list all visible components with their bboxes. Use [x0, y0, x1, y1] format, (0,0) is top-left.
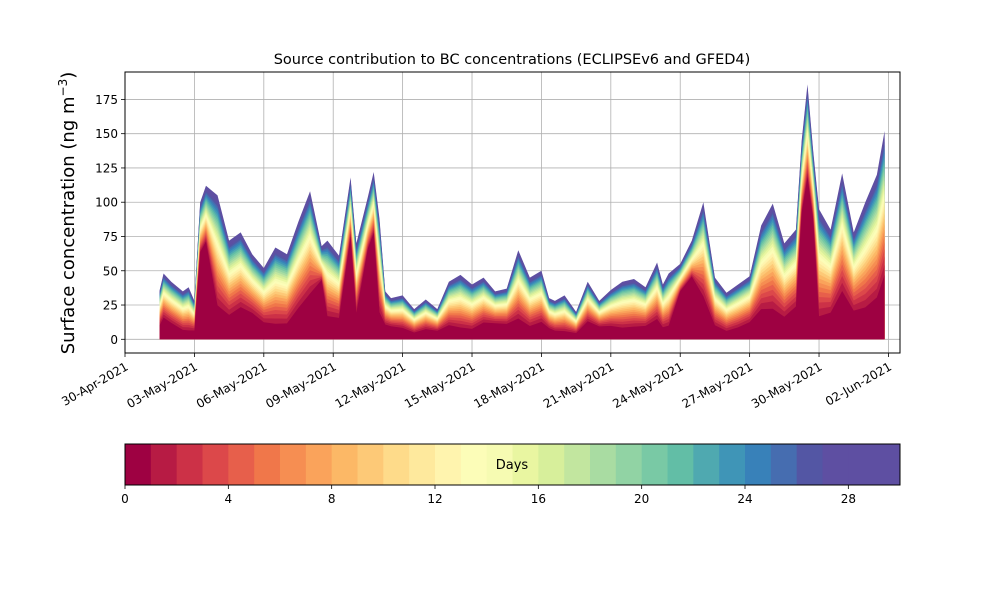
y-tick-label: 125	[95, 161, 118, 175]
colorbar-cell-11	[409, 444, 436, 485]
x-tick-label: 15-May-2021	[402, 359, 477, 411]
colorbar: Days 0 4 8 12 16 20 24 28	[121, 443, 901, 506]
x-tick-label: 02-Jun-2021	[823, 359, 894, 408]
x-tick-label: 21-May-2021	[541, 359, 616, 411]
x-tick-label: 30-Apr-2021	[59, 359, 130, 408]
colorbar-cell-7	[305, 444, 333, 485]
y-tick-label: 100	[95, 196, 118, 210]
x-tick-label: 03-May-2021	[124, 359, 199, 411]
age-band-0	[159, 176, 885, 340]
stacked-areas	[159, 84, 885, 340]
colorbar-cell-6	[280, 444, 307, 485]
colorbar-cell-12	[435, 444, 462, 485]
y-tick-label: 25	[103, 299, 118, 313]
colorbar-cell-10	[383, 444, 410, 485]
chart-title: Source contribution to BC concentrations…	[274, 52, 751, 68]
colorbar-cell-29	[874, 444, 901, 485]
colorbar-cell-14	[486, 444, 513, 485]
colorbar-cell-16	[538, 444, 565, 485]
colorbar-tick-label: 28	[841, 492, 856, 506]
colorbar-tick-label: 4	[225, 492, 233, 506]
colorbar-cell-8	[331, 444, 358, 485]
colorbar-cell-3	[202, 444, 229, 485]
y-tick-label: 150	[95, 127, 118, 141]
colorbar-cell-26	[796, 444, 823, 485]
colorbar-tick-label: 20	[634, 492, 649, 506]
x-tick-label: 09-May-2021	[263, 359, 338, 411]
colorbar-cell-13	[460, 444, 488, 485]
colorbar-cells	[125, 444, 901, 485]
y-axis: 0 25 50 75 100 125 150 175	[95, 93, 125, 347]
x-tick-label: 12-May-2021	[333, 359, 408, 411]
colorbar-cell-20	[641, 444, 668, 485]
colorbar-cell-19	[615, 444, 643, 485]
colorbar-cell-18	[590, 444, 617, 485]
colorbar-label: Days	[496, 458, 529, 473]
colorbar-cell-2	[176, 444, 203, 485]
colorbar-tick-label: 16	[531, 492, 546, 506]
colorbar-cell-27	[822, 444, 849, 485]
y-tick-label: 50	[103, 264, 118, 278]
colorbar-cell-23	[719, 444, 746, 485]
colorbar-frame	[124, 443, 901, 486]
colorbar-cell-0	[125, 444, 152, 485]
colorbar-ticks: 0 4 8 12 16 20 24 28	[121, 485, 856, 506]
x-tick-label: 06-May-2021	[194, 359, 269, 411]
y-tick-label: 175	[95, 93, 118, 107]
y-axis-label: Surface concentration (ng m−3)	[56, 72, 79, 355]
colorbar-cell-28	[848, 444, 875, 485]
plot-frame	[124, 71, 901, 354]
x-axis: 30-Apr-202103-May-202106-May-202109-May-…	[59, 353, 894, 411]
y-tick-label: 75	[103, 230, 118, 244]
colorbar-cell-22	[693, 444, 720, 485]
colorbar-cell-17	[564, 444, 591, 485]
colorbar-cell-5	[254, 444, 281, 485]
colorbar-tick-label: 0	[121, 492, 129, 506]
x-tick-label: 27-May-2021	[680, 359, 755, 411]
x-tick-label: 30-May-2021	[749, 359, 824, 411]
colorbar-cell-4	[228, 444, 255, 485]
x-tick-label: 18-May-2021	[471, 359, 546, 411]
colorbar-cell-24	[745, 444, 772, 485]
colorbar-cell-9	[357, 444, 384, 485]
x-tick-label: 24-May-2021	[610, 359, 685, 411]
colorbar-cell-25	[770, 444, 798, 485]
colorbar-cell-21	[667, 444, 694, 485]
colorbar-tick-label: 8	[328, 492, 336, 506]
colorbar-tick-label: 12	[427, 492, 442, 506]
colorbar-tick-label: 24	[737, 492, 752, 506]
y-tick-label: 0	[110, 333, 118, 347]
colorbar-cell-1	[150, 444, 178, 485]
colorbar-cell-15	[512, 444, 539, 485]
